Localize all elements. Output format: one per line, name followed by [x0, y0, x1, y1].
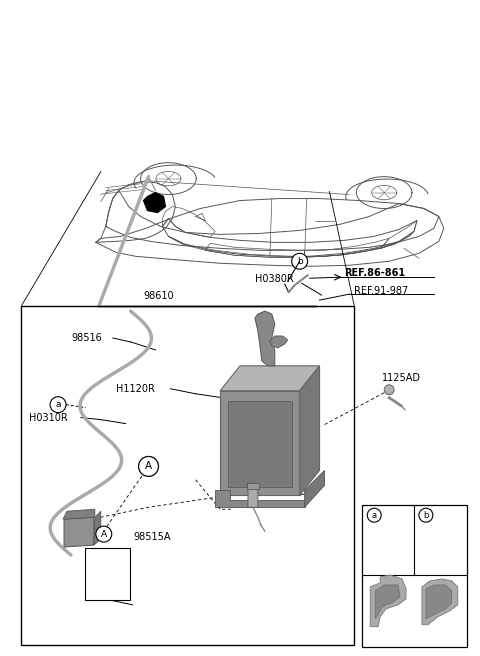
Polygon shape	[63, 509, 95, 519]
Polygon shape	[422, 579, 458, 625]
Bar	[362, 505, 467, 647]
Circle shape	[292, 253, 308, 269]
Text: 98516: 98516	[71, 333, 102, 343]
Polygon shape	[375, 585, 400, 619]
Text: A: A	[101, 529, 107, 539]
Polygon shape	[228, 401, 292, 487]
Polygon shape	[426, 585, 452, 619]
Polygon shape	[220, 366, 320, 391]
Text: H0380R: H0380R	[255, 274, 294, 284]
Text: REF.86-861: REF.86-861	[344, 268, 406, 278]
Circle shape	[384, 385, 394, 395]
Text: 98515A: 98515A	[133, 532, 171, 542]
Polygon shape	[64, 517, 94, 547]
Polygon shape	[247, 483, 259, 489]
Polygon shape	[215, 490, 305, 507]
Text: a: a	[55, 400, 61, 409]
Text: REF.91-987: REF.91-987	[354, 286, 408, 296]
Polygon shape	[94, 511, 101, 545]
Text: 98620: 98620	[233, 392, 264, 401]
Circle shape	[96, 526, 112, 542]
Bar	[85, 548, 130, 600]
Polygon shape	[370, 575, 406, 626]
Text: H1120R: H1120R	[116, 384, 155, 394]
Polygon shape	[248, 487, 258, 507]
Polygon shape	[255, 311, 275, 366]
Text: 1125AD: 1125AD	[382, 373, 421, 383]
Text: 98662B: 98662B	[384, 511, 419, 520]
Text: A: A	[145, 461, 152, 472]
Circle shape	[50, 397, 66, 413]
Circle shape	[419, 508, 433, 522]
Bar	[21, 306, 354, 645]
Polygon shape	[144, 193, 166, 213]
Text: H0310R: H0310R	[29, 413, 68, 422]
Text: 98610: 98610	[144, 291, 174, 301]
Polygon shape	[270, 336, 288, 348]
Text: 98510A: 98510A	[89, 555, 126, 565]
Polygon shape	[220, 391, 300, 495]
Circle shape	[367, 508, 381, 522]
Polygon shape	[300, 366, 320, 495]
Text: a: a	[372, 511, 377, 520]
Text: 98623: 98623	[290, 373, 321, 383]
Text: b: b	[423, 511, 429, 520]
Polygon shape	[305, 470, 324, 507]
Circle shape	[139, 457, 158, 476]
Text: b: b	[297, 256, 302, 266]
Text: 98520C: 98520C	[268, 487, 305, 497]
Text: 81199: 81199	[436, 511, 465, 520]
